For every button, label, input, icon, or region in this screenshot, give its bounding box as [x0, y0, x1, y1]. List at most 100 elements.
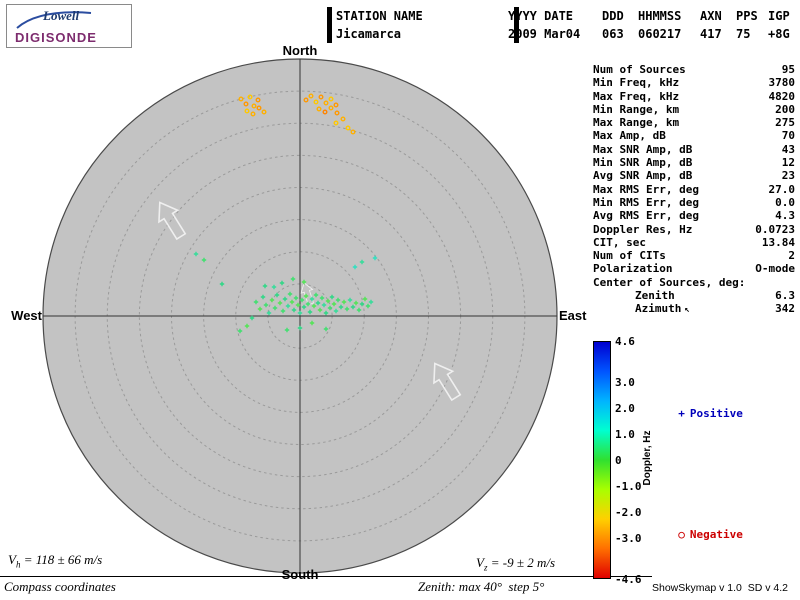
horizontal-velocity-value: Vh = 118 ± 66 m/s	[8, 552, 103, 570]
source-point-negative	[313, 99, 319, 105]
header-field-yyyy-date: YYYY DATE 2009 Mar04	[508, 7, 600, 43]
colorbar-tick-label: -2.0	[615, 505, 642, 519]
stat-value: 27.0	[768, 182, 796, 196]
source-point-negative	[322, 109, 328, 115]
source-point-positive	[289, 299, 295, 305]
source-point-positive	[335, 297, 341, 303]
stat-value: 43	[781, 142, 795, 156]
source-point-negative	[333, 102, 339, 108]
source-point-positive	[347, 297, 353, 303]
header-field-value: 75	[736, 27, 751, 41]
plus-marker-icon: +	[678, 407, 685, 420]
colorbar-tick-label: 1.0	[615, 428, 635, 442]
header-field-label: DDD	[602, 9, 624, 23]
stat-value: 13.84	[761, 235, 795, 249]
stat-line: Doppler Res, Hz 0.0723	[593, 223, 795, 236]
source-point-negative	[340, 116, 346, 122]
header-field-value: Jicamarca	[336, 27, 402, 41]
source-point-positive	[327, 305, 333, 311]
compass-label-north: North	[282, 43, 318, 58]
stat-value: 70	[781, 129, 795, 143]
stat-line: Min Freq, kHz 3780	[593, 76, 795, 89]
source-point-positive	[262, 283, 268, 289]
stat-line: Polarization O-mode	[593, 262, 795, 275]
stat-value: 275	[775, 116, 795, 130]
source-point-negative	[333, 120, 339, 126]
source-point-positive	[284, 327, 290, 333]
stat-value: 2	[788, 249, 795, 263]
source-point-positive	[315, 300, 321, 306]
header-field-ddd: DDD 063	[602, 7, 636, 43]
colorbar-tick-label: 0	[615, 454, 622, 467]
source-point-positive	[290, 276, 296, 282]
stat-label: Min RMS Err, deg	[593, 195, 699, 209]
source-point-positive	[365, 303, 371, 309]
stat-value: 0.0	[775, 195, 795, 209]
source-point-positive	[237, 328, 243, 334]
stat-label: Polarization	[593, 262, 673, 276]
source-point-positive	[305, 301, 311, 307]
stat-line: Max Range, km 275	[593, 116, 795, 129]
stat-label: Min Range, km	[593, 102, 680, 116]
header-field-pps: PPS 75	[736, 7, 766, 43]
header-field-label: HHMMSS	[638, 9, 682, 23]
source-point-positive	[309, 296, 315, 302]
source-point-positive	[356, 307, 362, 313]
source-point-positive	[269, 297, 275, 303]
colorbar-tick-label: 4.6	[615, 335, 635, 348]
source-point-positive	[331, 301, 337, 307]
stat-label: Center of Sources, deg:	[593, 275, 746, 289]
source-point-negative	[255, 97, 261, 103]
stat-line: Azimuth ↖ 342	[593, 302, 795, 315]
source-point-positive	[352, 264, 358, 270]
stat-label: Num of CITs	[593, 249, 666, 263]
source-point-positive	[244, 323, 250, 329]
source-point-negative	[244, 108, 250, 114]
source-point-positive	[323, 326, 329, 332]
source-point-positive	[341, 299, 347, 305]
source-point-positive	[333, 308, 339, 314]
source-point-positive	[353, 300, 359, 306]
drift-arrow-icon	[300, 282, 315, 306]
azimuth-direction-icon: ↖	[684, 305, 690, 316]
stat-line: Num of Sources 95	[593, 63, 795, 76]
stat-value: 95	[781, 63, 795, 76]
source-point-positive	[193, 251, 199, 257]
lowell-digisonde-logo: Lowell DIGISONDE	[6, 4, 132, 48]
source-point-negative	[328, 105, 334, 111]
stat-label: Min SNR Amp, dB	[593, 156, 693, 170]
source-point-positive	[311, 303, 317, 309]
source-point-positive	[257, 306, 263, 312]
stat-line: Center of Sources, deg:	[593, 276, 795, 289]
source-point-negative	[238, 96, 244, 102]
source-point-positive	[285, 303, 291, 309]
source-point-positive	[362, 296, 368, 302]
source-point-negative	[318, 94, 324, 100]
stat-label: Min Freq, kHz	[593, 76, 680, 90]
source-point-positive	[338, 304, 344, 310]
source-point-positive	[287, 291, 293, 297]
vertical-velocity-value: Vz = -9 ± 2 m/s	[476, 555, 556, 573]
zenith-range-label: Zenith: max 40° step 5°	[418, 579, 545, 594]
source-point-positive	[272, 305, 278, 311]
compass-label-east: East	[559, 308, 587, 323]
source-point-negative	[261, 109, 267, 115]
drift-arrow-icon	[158, 201, 187, 241]
header-separator-bar	[514, 7, 519, 43]
source-point-negative	[350, 129, 356, 135]
stat-label: Max RMS Err, deg	[593, 182, 699, 196]
source-point-positive	[297, 310, 303, 316]
stat-line: Max SNR Amp, dB 43	[593, 143, 795, 156]
source-point-positive	[295, 302, 301, 308]
header-field-value: 2009 Mar04	[508, 27, 581, 41]
logo-brand-text: Lowell	[43, 8, 80, 23]
header-field-value: +8G	[768, 27, 790, 41]
header-field-station-name: STATION NAME Jicamarca	[336, 7, 506, 43]
stat-label: CIT, sec	[593, 235, 646, 249]
header-field-value: 417	[700, 27, 722, 41]
header-fields: STATION NAME Jicamarca YYYY DATE 2009 Mar04…	[336, 7, 798, 43]
source-point-positive	[279, 280, 285, 286]
source-point-positive	[249, 315, 255, 321]
compass-label-south: South	[281, 567, 319, 582]
